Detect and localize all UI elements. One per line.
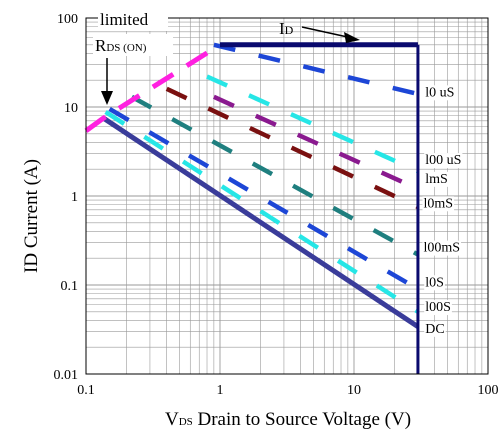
x-axis-title-prefix: V [165,409,179,430]
curve-label: l0 uS [425,85,454,100]
y-axis-title: ID Current (A) [21,159,42,273]
rds-label-bg [93,34,173,56]
id-label-main: I [279,19,285,38]
rds-arrowhead [101,91,113,105]
curve-label: l0S [425,275,444,290]
limited-label: limited [100,10,149,29]
curve-label: l00 uS [425,153,461,168]
series-1ms-line [212,94,419,192]
series-10ms-line [165,86,419,210]
series-10-us-line [213,42,419,97]
curve-label: l00S [425,300,451,315]
y-tick-label: 0.01 [54,368,79,383]
series-dc-line [102,116,420,329]
curve-label: l0mS [423,196,453,211]
curve-label: lmS [425,172,448,187]
y-tick-label: 10 [64,101,78,116]
curve-label-bg [424,171,449,187]
limit-lines [84,42,420,374]
rds-label-main: R [95,36,107,55]
rds-on-label: RDS (ON) [95,36,147,55]
x-tick-label: 10 [347,383,361,398]
x-axis-title-rest: Drain to Source Voltage (V) [193,409,411,430]
curve-label-bg [424,300,452,316]
series-10s-line [104,110,420,314]
x-tick-label: 100 [478,383,499,398]
rds-label-sub: DS (ON) [106,42,146,54]
limited-label-bg [98,7,168,31]
curve-label-bg [424,321,446,337]
curve-label: l00mS [423,241,460,256]
curve-label-bg [424,275,445,291]
rds-on-limit-line [84,42,222,133]
y-tick-label: 1 [71,190,78,205]
curve-label-bg [424,153,463,169]
y-tick-label: 0.1 [61,279,79,294]
series-100-us-line [206,74,419,174]
plot-frame [85,17,489,375]
y-tick-label: 100 [57,12,78,27]
series-100ms-line [130,94,420,257]
id-limit-label: ID [279,19,294,38]
curve-label-bg [422,240,462,256]
curve-label: DC [425,322,444,337]
curve-label-bg [422,196,455,212]
id-arrow [301,26,360,43]
id-arrowhead [344,32,360,43]
pulse-curves [102,42,420,329]
curve-label-bg [424,85,456,101]
curve-labels: l0 uS l00 uS lmS l0mS l00mS l0S l00S DC [422,85,463,337]
x-tick-label: 0.1 [77,383,95,398]
x-axis-title-sub: DS [179,416,193,428]
id-label-sub: D [285,23,294,37]
series-1s-line [108,107,420,292]
x-tick-label: 1 [217,383,224,398]
x-axis-title: VDS Drain to Source Voltage (V) [165,409,411,430]
rds-arrow [101,58,113,105]
